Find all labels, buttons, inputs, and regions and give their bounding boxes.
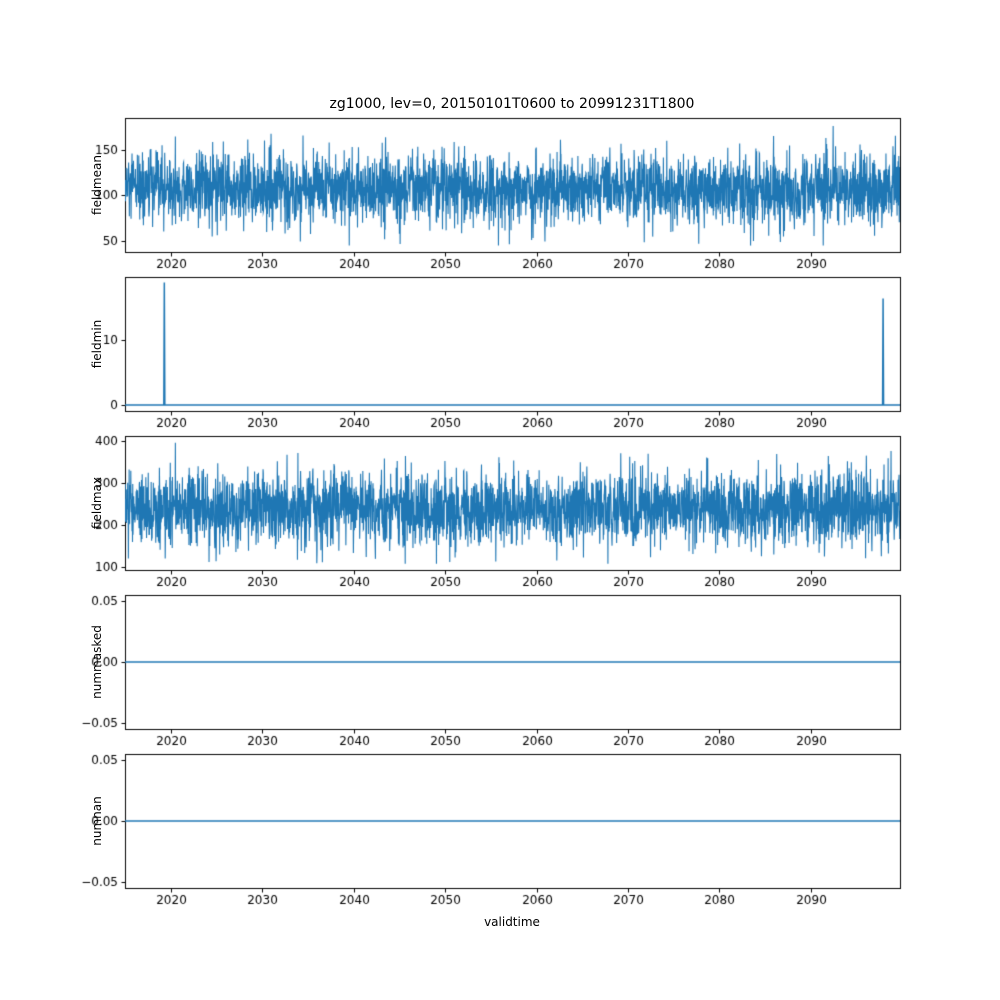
ylabel-fieldmin: fieldmin bbox=[90, 319, 104, 369]
ylabel-numnan: numnan bbox=[90, 796, 104, 846]
figure-title: zg1000, lev=0, 20150101T0600 to 20991231… bbox=[329, 96, 695, 112]
subplot-fieldmax bbox=[125, 436, 900, 570]
ylabel-fieldmean: fieldmean bbox=[90, 155, 104, 215]
ylabel-nummasked: nummasked bbox=[90, 625, 104, 699]
xlabel-validtime: validtime bbox=[484, 915, 540, 929]
subplot-numnan bbox=[125, 754, 900, 888]
subplot-fieldmean bbox=[125, 118, 900, 252]
subplot-nummasked bbox=[125, 595, 900, 729]
ylabel-fieldmax: fieldmax bbox=[90, 476, 104, 530]
subplot-fieldmin bbox=[125, 277, 900, 411]
